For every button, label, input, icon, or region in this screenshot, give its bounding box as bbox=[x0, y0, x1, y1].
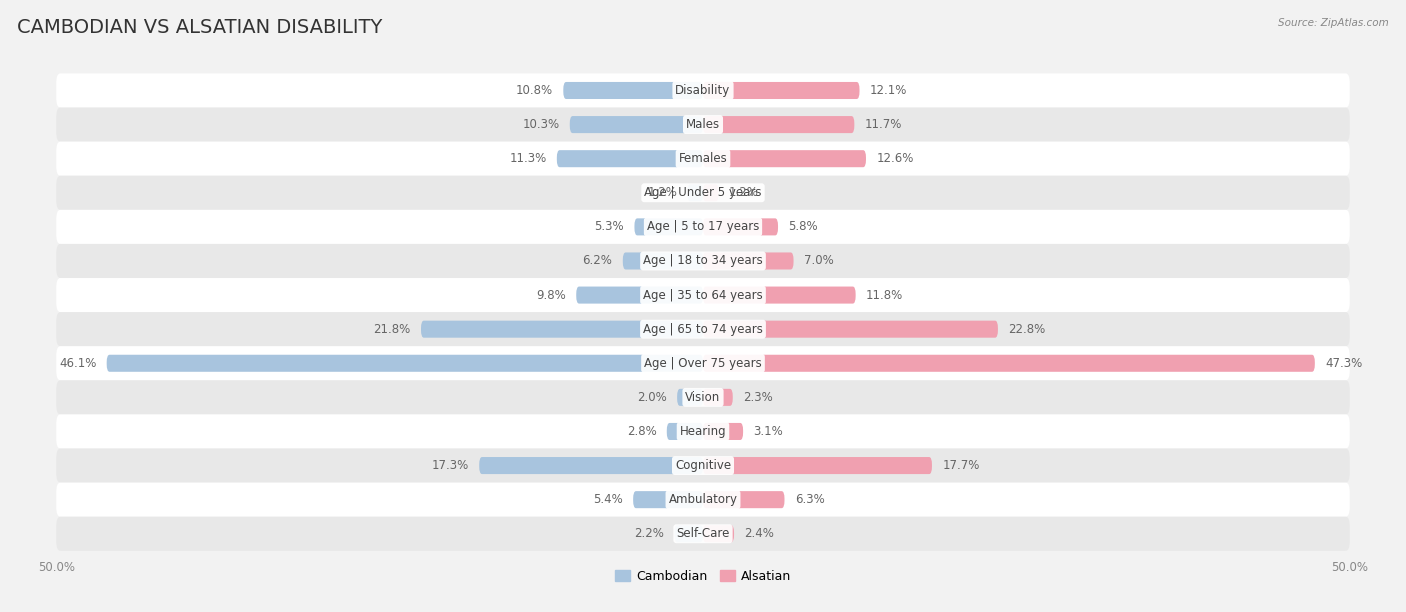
Text: 6.3%: 6.3% bbox=[794, 493, 824, 506]
Text: 2.4%: 2.4% bbox=[744, 528, 775, 540]
FancyBboxPatch shape bbox=[703, 252, 793, 269]
Text: 21.8%: 21.8% bbox=[374, 323, 411, 335]
Text: CAMBODIAN VS ALSATIAN DISABILITY: CAMBODIAN VS ALSATIAN DISABILITY bbox=[17, 18, 382, 37]
Text: 6.2%: 6.2% bbox=[582, 255, 613, 267]
FancyBboxPatch shape bbox=[569, 116, 703, 133]
FancyBboxPatch shape bbox=[703, 286, 856, 304]
FancyBboxPatch shape bbox=[623, 252, 703, 269]
Text: Age | 65 to 74 years: Age | 65 to 74 years bbox=[643, 323, 763, 335]
Text: 9.8%: 9.8% bbox=[536, 289, 565, 302]
FancyBboxPatch shape bbox=[56, 278, 1350, 312]
Text: Age | 35 to 64 years: Age | 35 to 64 years bbox=[643, 289, 763, 302]
Text: Age | 18 to 34 years: Age | 18 to 34 years bbox=[643, 255, 763, 267]
Text: Vision: Vision bbox=[685, 391, 721, 404]
Text: 10.8%: 10.8% bbox=[516, 84, 553, 97]
FancyBboxPatch shape bbox=[703, 82, 859, 99]
Text: 2.3%: 2.3% bbox=[744, 391, 773, 404]
FancyBboxPatch shape bbox=[56, 414, 1350, 449]
FancyBboxPatch shape bbox=[688, 184, 703, 201]
Text: 5.4%: 5.4% bbox=[593, 493, 623, 506]
FancyBboxPatch shape bbox=[703, 355, 1315, 371]
FancyBboxPatch shape bbox=[107, 355, 703, 371]
Text: 2.0%: 2.0% bbox=[637, 391, 666, 404]
FancyBboxPatch shape bbox=[675, 525, 703, 542]
Text: Cognitive: Cognitive bbox=[675, 459, 731, 472]
FancyBboxPatch shape bbox=[56, 312, 1350, 346]
Text: 7.0%: 7.0% bbox=[804, 255, 834, 267]
FancyBboxPatch shape bbox=[56, 346, 1350, 380]
FancyBboxPatch shape bbox=[703, 457, 932, 474]
FancyBboxPatch shape bbox=[703, 389, 733, 406]
Text: Age | 5 to 17 years: Age | 5 to 17 years bbox=[647, 220, 759, 233]
Text: Females: Females bbox=[679, 152, 727, 165]
FancyBboxPatch shape bbox=[56, 176, 1350, 210]
FancyBboxPatch shape bbox=[56, 380, 1350, 414]
Text: 2.2%: 2.2% bbox=[634, 528, 664, 540]
Text: 17.3%: 17.3% bbox=[432, 459, 468, 472]
FancyBboxPatch shape bbox=[56, 244, 1350, 278]
Text: 47.3%: 47.3% bbox=[1326, 357, 1362, 370]
Text: 5.8%: 5.8% bbox=[789, 220, 818, 233]
Text: 17.7%: 17.7% bbox=[942, 459, 980, 472]
FancyBboxPatch shape bbox=[56, 210, 1350, 244]
Text: 12.6%: 12.6% bbox=[876, 152, 914, 165]
FancyBboxPatch shape bbox=[703, 525, 734, 542]
Text: 12.1%: 12.1% bbox=[870, 84, 907, 97]
Text: 5.3%: 5.3% bbox=[595, 220, 624, 233]
Text: Males: Males bbox=[686, 118, 720, 131]
Text: Disability: Disability bbox=[675, 84, 731, 97]
FancyBboxPatch shape bbox=[703, 321, 998, 338]
FancyBboxPatch shape bbox=[420, 321, 703, 338]
FancyBboxPatch shape bbox=[56, 141, 1350, 176]
FancyBboxPatch shape bbox=[557, 150, 703, 167]
Text: 11.7%: 11.7% bbox=[865, 118, 903, 131]
Text: 3.1%: 3.1% bbox=[754, 425, 783, 438]
FancyBboxPatch shape bbox=[633, 491, 703, 508]
Text: Age | Over 75 years: Age | Over 75 years bbox=[644, 357, 762, 370]
FancyBboxPatch shape bbox=[56, 517, 1350, 551]
Text: 1.2%: 1.2% bbox=[728, 186, 759, 200]
FancyBboxPatch shape bbox=[56, 108, 1350, 141]
FancyBboxPatch shape bbox=[703, 184, 718, 201]
FancyBboxPatch shape bbox=[703, 116, 855, 133]
Text: 10.3%: 10.3% bbox=[522, 118, 560, 131]
FancyBboxPatch shape bbox=[678, 389, 703, 406]
FancyBboxPatch shape bbox=[666, 423, 703, 440]
Text: Hearing: Hearing bbox=[679, 425, 727, 438]
FancyBboxPatch shape bbox=[703, 423, 744, 440]
Legend: Cambodian, Alsatian: Cambodian, Alsatian bbox=[610, 564, 796, 588]
FancyBboxPatch shape bbox=[564, 82, 703, 99]
Text: 1.2%: 1.2% bbox=[647, 186, 678, 200]
FancyBboxPatch shape bbox=[56, 449, 1350, 483]
Text: Source: ZipAtlas.com: Source: ZipAtlas.com bbox=[1278, 18, 1389, 28]
FancyBboxPatch shape bbox=[56, 483, 1350, 517]
FancyBboxPatch shape bbox=[56, 73, 1350, 108]
FancyBboxPatch shape bbox=[703, 491, 785, 508]
Text: 22.8%: 22.8% bbox=[1008, 323, 1046, 335]
Text: 2.8%: 2.8% bbox=[627, 425, 657, 438]
FancyBboxPatch shape bbox=[703, 150, 866, 167]
FancyBboxPatch shape bbox=[576, 286, 703, 304]
FancyBboxPatch shape bbox=[479, 457, 703, 474]
Text: 46.1%: 46.1% bbox=[59, 357, 97, 370]
Text: Self-Care: Self-Care bbox=[676, 528, 730, 540]
FancyBboxPatch shape bbox=[703, 218, 778, 236]
FancyBboxPatch shape bbox=[634, 218, 703, 236]
Text: Age | Under 5 years: Age | Under 5 years bbox=[644, 186, 762, 200]
Text: 11.8%: 11.8% bbox=[866, 289, 903, 302]
Text: 11.3%: 11.3% bbox=[509, 152, 547, 165]
Text: Ambulatory: Ambulatory bbox=[668, 493, 738, 506]
